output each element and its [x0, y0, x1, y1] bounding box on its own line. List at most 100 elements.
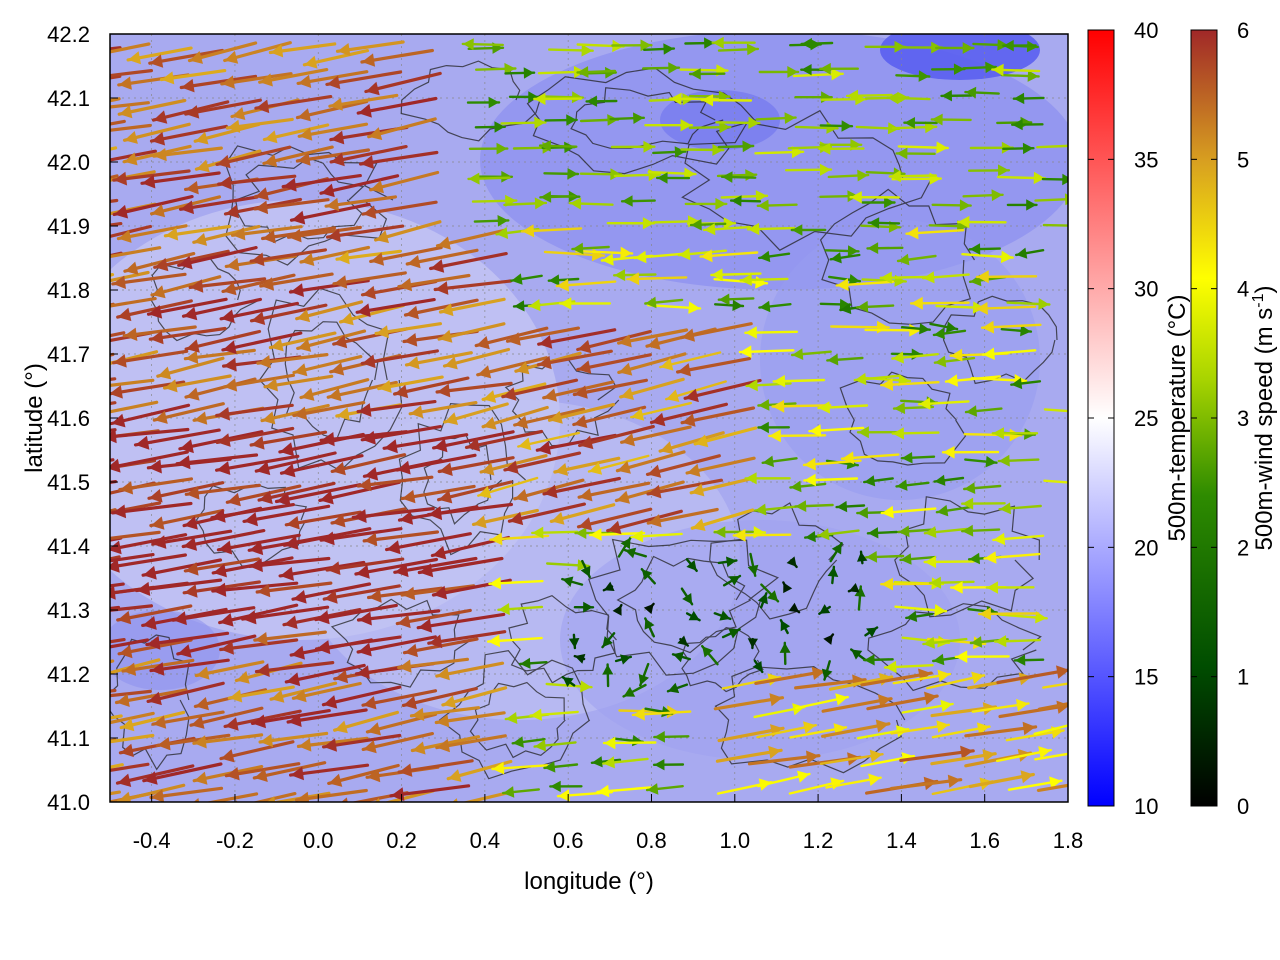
wind-vector [116, 299, 193, 319]
wind-vector-head [627, 272, 640, 286]
wind-vector-head [762, 455, 774, 468]
wind-vector [322, 733, 402, 749]
wind-vector-head [150, 516, 165, 530]
wind-vector-head [722, 171, 733, 183]
wind-vector-head [523, 67, 535, 79]
wind-vector-head [89, 737, 102, 750]
wind-vector-head [398, 659, 412, 673]
wind-vector-head [992, 427, 1004, 440]
wind-vector-head [618, 362, 633, 376]
wind-vector [278, 560, 366, 578]
wind-vector-head [509, 511, 524, 526]
wind-vector-head [152, 285, 166, 299]
wind-vector-head [758, 421, 769, 434]
wind-vector-head [262, 230, 276, 244]
wind-vector-head [148, 691, 162, 706]
wind-vector-head [135, 435, 150, 450]
wind-vector [284, 663, 366, 684]
wind-vector-head [121, 718, 135, 732]
wind-vector-head [924, 526, 937, 538]
wind-vector-head [673, 651, 684, 663]
wind-vector-head [213, 563, 227, 578]
wind-vector [356, 609, 441, 622]
wind-vector-head [301, 252, 315, 266]
wind-vector-head [336, 407, 350, 421]
wind-vector-head [193, 233, 208, 246]
wind-vector-head [622, 195, 633, 207]
wind-vector-head [929, 576, 942, 589]
wind-vector-head [180, 200, 194, 215]
wind-vector-head [759, 300, 771, 313]
wind-vector-head [184, 516, 198, 530]
wind-vector-head [360, 155, 374, 169]
wind-vector-head [244, 512, 258, 527]
wind-vector-head [340, 312, 354, 326]
wind-vector-head [1013, 92, 1025, 105]
wind-vector-head [677, 635, 688, 646]
wind-vector [288, 279, 370, 294]
wind-vector-head [668, 62, 679, 74]
wind-vector-head [976, 722, 990, 735]
wind-vector [1036, 783, 1068, 793]
wind-vector-head [982, 320, 995, 334]
wind-vector-head [151, 131, 166, 146]
wind-vector [110, 400, 159, 414]
wind-vector-head [933, 653, 945, 666]
wind-vector-head [577, 66, 589, 78]
wind-vector-head [577, 360, 592, 374]
wind-vector-head [433, 438, 448, 453]
wind-vector-head [118, 229, 132, 243]
wind-vector [110, 246, 162, 259]
wind-vector-head [748, 222, 760, 236]
wind-vector-head [654, 759, 665, 771]
wind-vector-head [186, 486, 200, 500]
colorbar-tick-label: 10 [1134, 794, 1158, 819]
wind-vector [149, 658, 230, 673]
wind-vector-head [332, 461, 346, 476]
wind-vector-head [117, 610, 132, 625]
wind-vector-head [356, 665, 370, 679]
wind-vector [110, 555, 121, 561]
wind-vector-head [367, 722, 381, 736]
wind-vector-head [715, 197, 727, 210]
wind-vector-head [430, 259, 445, 273]
wind-vector [181, 528, 266, 549]
wind-vector-head [428, 634, 443, 649]
wind-vector [356, 635, 437, 654]
wind-vector-head [772, 399, 785, 413]
wind-vector-head [476, 336, 490, 350]
wind-vector [356, 400, 437, 414]
colorbar-tick-label: 1 [1237, 665, 1249, 690]
wind-vector-head [489, 576, 502, 590]
wind-vector-head [1020, 770, 1034, 784]
wind-vector-head [225, 717, 239, 731]
wind-vector [110, 637, 126, 644]
wind-vector-head [704, 223, 716, 236]
wind-vector-head [179, 439, 194, 454]
wind-vector [1037, 702, 1068, 711]
wind-vector [464, 429, 544, 449]
wind-vector-head [362, 354, 376, 369]
wind-vector-head [602, 664, 614, 675]
wind-vector-head [504, 460, 519, 474]
x-axis-ticks: -0.4 -0.2 0.0 0.2 0.4 0.6 0.8 1.0 1.2 1.4 1.6 1.8 [133, 794, 1083, 853]
wind-vector-head [995, 635, 1007, 648]
wind-vector-head [836, 278, 849, 291]
wind-vector [401, 686, 478, 708]
temperature-colorbar-ticks: 10 15 20 25 30 35 40 [1088, 18, 1158, 819]
wind-vector-head [801, 37, 813, 50]
wind-vector-head [692, 518, 706, 531]
wind-vector-head [504, 62, 516, 75]
wind-vector-head [255, 187, 269, 201]
wind-vector-head [1070, 140, 1081, 152]
wind-vector-head [745, 472, 757, 485]
wind-vector-head [640, 39, 652, 52]
wind-vector-head [530, 708, 542, 721]
wind-vector-head [514, 489, 529, 502]
wind-vector-head [249, 558, 263, 573]
wind-vector-head [943, 446, 955, 459]
wind-vector-head [623, 686, 636, 697]
wind-vector-head [90, 407, 103, 420]
wind-vector-head [466, 438, 481, 452]
wind-vector-head [280, 566, 294, 581]
